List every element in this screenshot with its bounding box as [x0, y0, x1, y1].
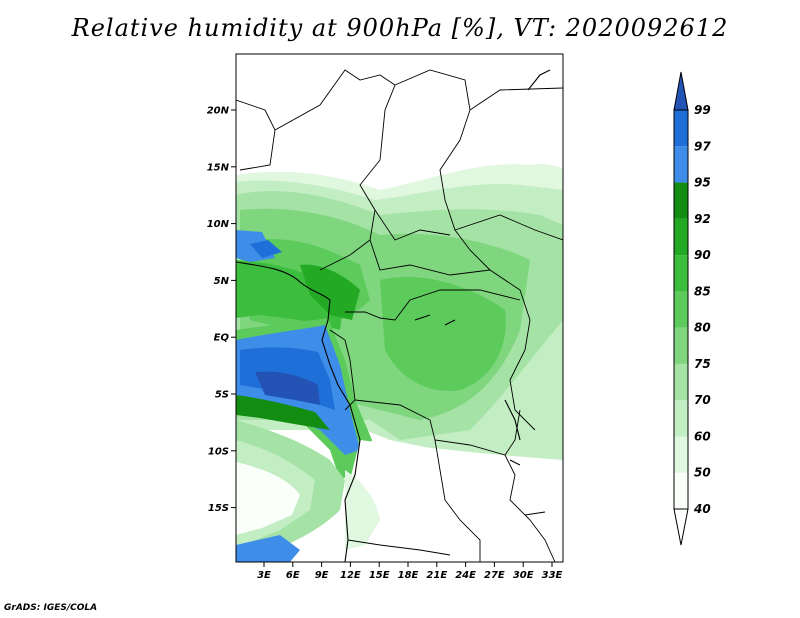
colorbar-segment: [674, 363, 688, 401]
colorbar: 99 97 95 92 90 85 80 75 70 60 50 40: [673, 71, 711, 546]
colorbar-label: 40: [693, 502, 711, 516]
colorbar-segment: [674, 218, 688, 256]
lon-label: 3E: [257, 570, 271, 581]
colorbar-label: 85: [694, 284, 711, 298]
grads-credit: GrADS: IGES/COLA: [4, 603, 98, 613]
colorbar-label: 97: [694, 139, 711, 153]
lat-label: 10N: [207, 219, 230, 230]
colorbar-label: 80: [694, 321, 711, 335]
lat-label: 5N: [214, 276, 230, 287]
colorbar-segment: [674, 400, 688, 437]
colorbar-label: 90: [694, 248, 711, 262]
lon-label: 6E: [286, 570, 300, 581]
colorbar-outline: [673, 109, 689, 510]
lon-label: 15E: [369, 570, 390, 581]
lat-label: 20N: [207, 106, 230, 117]
longitude-axis: 3E 6E 9E 12E 15E 18E 21E 24E 27E 30E 33E: [257, 562, 563, 581]
lon-label: 24E: [455, 570, 476, 581]
chart-title: Relative humidity at 900hPa [%], VT: 202…: [71, 14, 729, 42]
lat-label: 10S: [208, 446, 229, 457]
colorbar-segment: [674, 291, 688, 328]
lon-label: 30E: [513, 570, 534, 581]
country-borders: [236, 69, 563, 562]
latitude-axis: 20N 15N 10N 5N EQ 5S 10S 15S: [207, 106, 236, 514]
colorbar-segment: [674, 255, 688, 292]
colorbar-segment: [674, 146, 688, 183]
coastline: [236, 69, 551, 562]
colorbar-label: 99: [694, 103, 711, 117]
colorbar-segment: [674, 182, 688, 219]
colorbar-label: 95: [694, 176, 711, 190]
colorbar-bottom-arrow: [673, 508, 689, 546]
lon-label: 33E: [542, 570, 563, 581]
colorbar-top-arrow: [673, 71, 689, 111]
humidity-field: [236, 54, 563, 562]
lat-label: 15N: [207, 162, 230, 173]
lat-label: EQ: [214, 333, 230, 344]
colorbar-label: 60: [694, 429, 711, 443]
lon-label: 27E: [484, 570, 505, 581]
colorbar-label: 50: [694, 466, 711, 480]
lon-label: 12E: [340, 570, 361, 581]
lat-label: 5S: [215, 390, 229, 401]
map-frame: [235, 53, 564, 563]
colorbar-segment: [674, 472, 688, 509]
colorbar-segment: [674, 327, 688, 364]
lat-label: 15S: [208, 503, 229, 514]
colorbar-label: 92: [694, 212, 711, 226]
colorbar-label: 70: [694, 393, 711, 407]
colorbar-label: 75: [694, 357, 711, 371]
colorbar-segment: [674, 436, 688, 473]
colorbar-segment: [674, 110, 688, 147]
lon-label: 21E: [426, 570, 447, 581]
lon-label: 18E: [398, 570, 419, 581]
lon-label: 9E: [315, 570, 329, 581]
